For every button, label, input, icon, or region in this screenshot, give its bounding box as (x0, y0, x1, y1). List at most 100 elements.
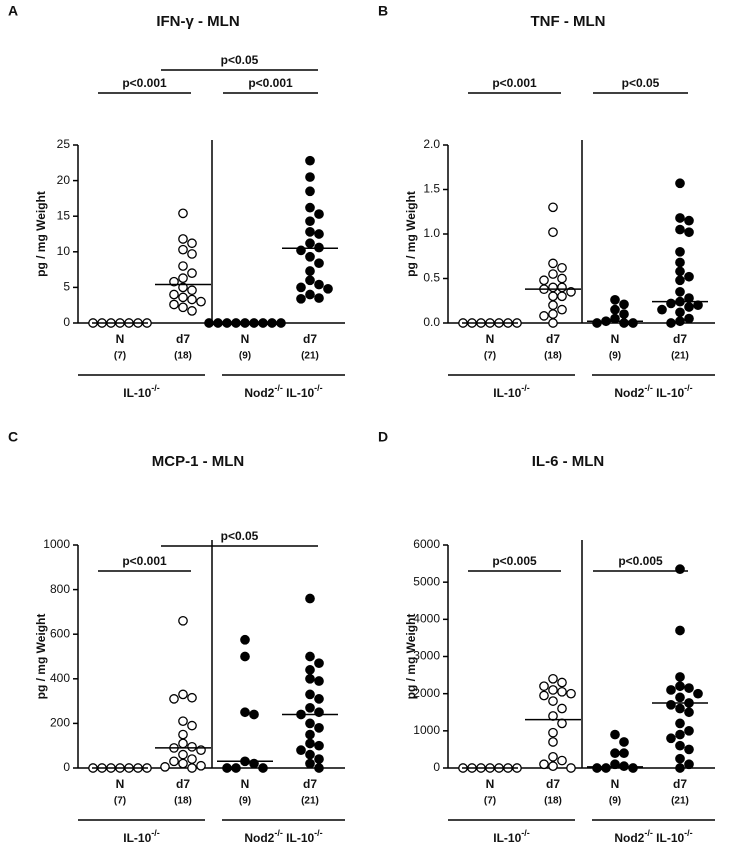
data-point (178, 234, 188, 244)
data-point (305, 738, 315, 749)
data-point (557, 304, 567, 315)
group-text: IL-10 (283, 386, 315, 400)
x-tick-label: d7 (303, 332, 317, 346)
data-point (187, 741, 197, 752)
count-label: (21) (671, 796, 689, 807)
data-point (187, 692, 197, 703)
x-tick-label: N (241, 777, 250, 791)
p-value: p<0.001 (122, 76, 167, 90)
count-label: (18) (174, 796, 192, 807)
superscript: -/- (684, 383, 693, 393)
x-tick-label: N (486, 332, 495, 346)
y-tick-label: 2000 (413, 686, 440, 700)
group-text: IL-10 (493, 386, 521, 400)
data-point (628, 763, 638, 773)
data-point (684, 759, 694, 770)
data-point (539, 759, 549, 770)
superscript: -/- (314, 828, 323, 838)
panel-letter: C (8, 429, 18, 445)
group-label: IL-10-/- (493, 383, 530, 400)
superscript: -/- (644, 828, 653, 838)
superscript: -/- (521, 383, 530, 393)
data-point (548, 318, 558, 328)
data-point (557, 755, 567, 766)
x-tick-label: N (611, 777, 620, 791)
group-text: IL-10 (283, 831, 315, 845)
data-point (548, 727, 558, 738)
data-point (305, 729, 315, 740)
data-point (548, 300, 558, 311)
data-point (675, 753, 685, 764)
data-point (684, 313, 694, 324)
y-tick-label: 6000 (413, 537, 440, 551)
data-point (675, 266, 685, 277)
data-point (548, 269, 558, 279)
data-point (557, 291, 567, 302)
data-point (314, 694, 324, 704)
data-point (539, 275, 549, 286)
data-point (178, 758, 188, 769)
chart-title: IL-6 - MLN (532, 453, 605, 470)
y-tick-label: 1.0 (423, 226, 440, 240)
data-point (187, 754, 197, 764)
data-point (314, 754, 324, 764)
group-text: IL-10 (653, 386, 685, 400)
data-point (592, 318, 602, 328)
count-label: (21) (301, 351, 319, 362)
x-tick-label: N (611, 332, 620, 346)
y-tick-label: 10 (57, 244, 71, 258)
data-point (305, 689, 315, 700)
data-point (178, 615, 188, 626)
data-point (178, 292, 188, 303)
data-point (305, 758, 315, 769)
count-label: (9) (609, 796, 621, 807)
data-point (557, 273, 567, 284)
panel-letter: D (378, 429, 388, 445)
data-point (666, 733, 676, 744)
data-point (684, 707, 694, 718)
data-point (305, 673, 315, 684)
data-point (305, 172, 315, 182)
chart-title: TNF - MLN (531, 13, 606, 30)
data-point (557, 262, 567, 273)
data-point (314, 229, 324, 239)
superscript: -/- (151, 383, 160, 393)
data-point (675, 763, 685, 773)
data-point (684, 271, 694, 282)
y-tick-label: 20 (57, 173, 71, 187)
p-value: p<0.05 (622, 76, 660, 90)
data-point (305, 216, 315, 227)
y-axis-label: pg / mg Weight (404, 191, 418, 277)
data-point (610, 295, 620, 305)
data-point (557, 282, 567, 293)
x-tick-label: d7 (546, 777, 560, 791)
data-point (666, 699, 676, 710)
y-tick-label: 200 (50, 716, 70, 730)
count-label: (7) (484, 351, 496, 362)
superscript: -/- (521, 828, 530, 838)
data-point (231, 763, 241, 773)
data-point (675, 286, 685, 297)
data-point (305, 665, 315, 675)
group-text: Nod2 (614, 831, 644, 845)
data-point (548, 309, 558, 319)
count-label: (18) (174, 351, 192, 362)
data-point (557, 703, 567, 714)
data-point (305, 266, 315, 276)
data-point (178, 689, 188, 700)
data-point (675, 692, 685, 703)
data-point (178, 273, 188, 283)
data-point (610, 748, 620, 758)
x-tick-label: N (116, 777, 125, 791)
data-point (557, 686, 567, 697)
y-tick-label: 5 (63, 280, 70, 294)
data-point (305, 275, 315, 286)
y-tick-label: 800 (50, 582, 70, 596)
data-point (657, 304, 667, 315)
x-tick-label: d7 (176, 777, 190, 791)
panel: B TNF - MLN pg / mg Weight 0.0 0.5 1.0 1.5 2.0 N… (378, 3, 715, 400)
x-tick-label: d7 (546, 332, 560, 346)
data-point (675, 257, 685, 268)
data-point (619, 737, 629, 747)
p-value: p<0.005 (492, 554, 537, 568)
